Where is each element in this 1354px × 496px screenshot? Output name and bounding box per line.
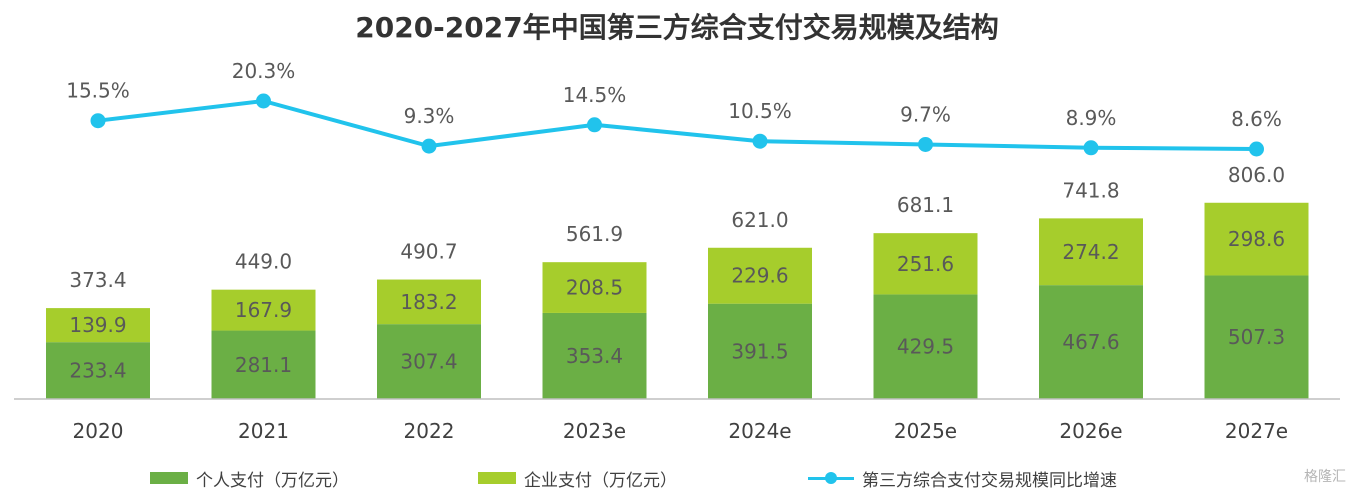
growth-label: 9.3% bbox=[404, 104, 455, 128]
label-total: 621.0 bbox=[731, 208, 788, 232]
label-total: 741.8 bbox=[1062, 178, 1119, 202]
label-total: 681.1 bbox=[897, 193, 954, 217]
bar-enterprise bbox=[377, 279, 481, 325]
bar-personal bbox=[46, 342, 150, 399]
x-tick-label: 2026e bbox=[1059, 419, 1122, 443]
legend-label-enterprise: 企业支付（万亿元） bbox=[524, 470, 677, 491]
label-personal: 507.3 bbox=[1228, 325, 1285, 349]
label-personal: 233.4 bbox=[69, 359, 126, 383]
bar-enterprise bbox=[1039, 218, 1143, 286]
growth-line-group: 15.5% 20.3% 9.3% 14.5% 10.5% 9.7% 8.9% 8.6% bbox=[66, 59, 1282, 157]
growth-label: 20.3% bbox=[232, 59, 296, 83]
x-tick-label: 2021 bbox=[238, 419, 289, 443]
x-tick-label: 2022 bbox=[404, 419, 455, 443]
bar-personal bbox=[377, 324, 481, 399]
growth-point bbox=[256, 93, 271, 109]
growth-label: 8.9% bbox=[1066, 106, 1117, 130]
legend-personal: 个人支付（万亿元） bbox=[150, 466, 349, 491]
legend-swatch-enterprise bbox=[478, 472, 516, 484]
x-tick-label: 2025e bbox=[894, 419, 957, 443]
x-tick-label: 2020 bbox=[73, 419, 124, 443]
growth-label: 15.5% bbox=[66, 79, 130, 103]
legend-swatch-personal bbox=[150, 472, 188, 484]
watermark: 格隆汇 bbox=[1304, 469, 1346, 485]
bar-enterprise bbox=[1204, 202, 1309, 276]
label-total: 373.4 bbox=[69, 268, 126, 292]
label-total: 561.9 bbox=[566, 222, 623, 246]
label-enterprise: 251.6 bbox=[897, 252, 954, 276]
label-enterprise: 167.9 bbox=[235, 298, 292, 322]
growth-label: 14.5% bbox=[563, 83, 627, 107]
bar-personal bbox=[873, 294, 978, 399]
bar-personal bbox=[1039, 285, 1143, 399]
growth-label: 10.5% bbox=[728, 99, 792, 123]
x-axis: 2020 2021 2022 2023e 2024e 2025e 2026e 2027e bbox=[14, 398, 1340, 443]
label-personal: 429.5 bbox=[897, 335, 954, 359]
legend-growth: 第三方综合支付交易规模同比增速 bbox=[808, 466, 1117, 491]
label-total: 449.0 bbox=[235, 250, 292, 274]
bar-enterprise bbox=[211, 289, 316, 331]
growth-point bbox=[587, 117, 602, 133]
growth-point bbox=[90, 113, 106, 129]
growth-point bbox=[1083, 140, 1099, 156]
growth-point bbox=[752, 133, 768, 149]
x-tick-label: 2024e bbox=[728, 419, 791, 443]
x-tick-label: 2027e bbox=[1225, 419, 1288, 443]
label-personal: 281.1 bbox=[235, 353, 292, 377]
bar-personal bbox=[1204, 275, 1309, 399]
chart-area: 233.4 139.9 373.4 281.1 167.9 449.0 307.4 183.2… bbox=[14, 59, 1340, 443]
label-enterprise: 183.2 bbox=[400, 290, 457, 314]
growth-point bbox=[1249, 141, 1264, 157]
chart-title: 2020-2027年中国第三方综合支付交易规模及结构 bbox=[355, 11, 999, 44]
bar-personal bbox=[542, 312, 647, 399]
bar-enterprise bbox=[708, 247, 812, 304]
bar-enterprise bbox=[542, 262, 647, 313]
legend-label-growth: 第三方综合支付交易规模同比增速 bbox=[862, 470, 1117, 491]
label-enterprise: 208.5 bbox=[566, 276, 623, 300]
label-total: 806.0 bbox=[1228, 163, 1285, 187]
label-personal: 353.4 bbox=[566, 344, 623, 368]
growth-line bbox=[97, 98, 1257, 151]
bars-group: 233.4 139.9 373.4 281.1 167.9 449.0 307.4 183.2… bbox=[46, 163, 1309, 399]
growth-point bbox=[421, 138, 437, 154]
legend-label-personal: 个人支付（万亿元） bbox=[196, 470, 349, 491]
bar-enterprise bbox=[46, 308, 150, 343]
label-enterprise: 229.6 bbox=[731, 264, 788, 288]
label-enterprise: 274.2 bbox=[1062, 240, 1119, 264]
label-personal: 307.4 bbox=[400, 350, 457, 374]
label-personal: 391.5 bbox=[731, 339, 788, 363]
x-tick-label: 2023e bbox=[563, 419, 626, 443]
legend-swatch-growth bbox=[808, 471, 854, 485]
bar-personal bbox=[211, 330, 316, 399]
label-enterprise: 298.6 bbox=[1228, 227, 1285, 251]
bar-enterprise bbox=[873, 233, 978, 295]
growth-point bbox=[918, 136, 933, 152]
growth-label: 9.7% bbox=[900, 102, 951, 126]
bar-personal bbox=[708, 303, 812, 399]
label-total: 490.7 bbox=[400, 240, 457, 264]
growth-label: 8.6% bbox=[1231, 107, 1282, 131]
label-personal: 467.6 bbox=[1062, 330, 1119, 354]
label-enterprise: 139.9 bbox=[69, 313, 126, 337]
legend-enterprise: 企业支付（万亿元） bbox=[478, 466, 677, 491]
